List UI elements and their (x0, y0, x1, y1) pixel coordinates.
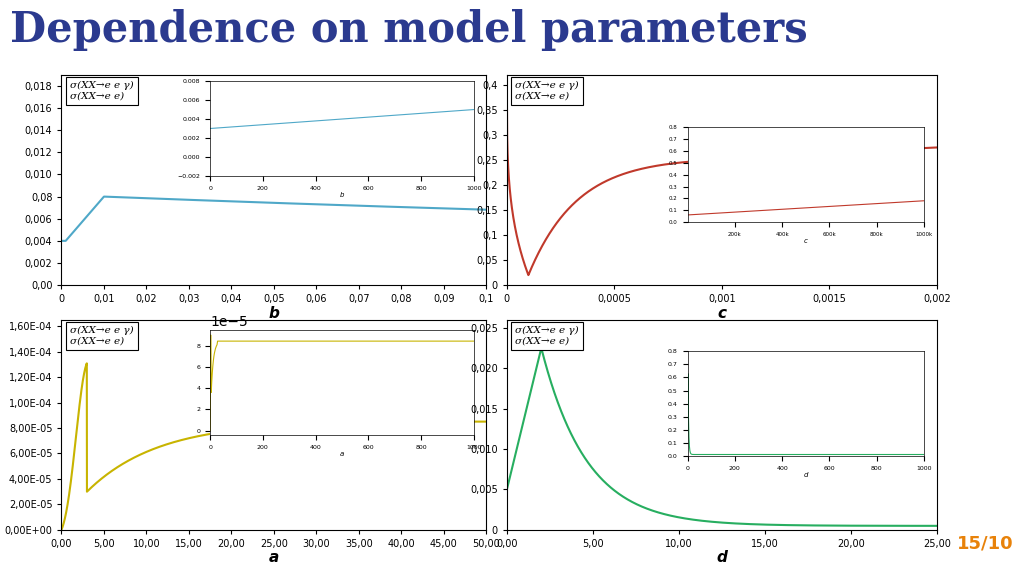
Text: σ(XX→e e γ)
σ(XX→e e): σ(XX→e e γ) σ(XX→e e) (515, 326, 580, 346)
Text: σ(XX→e e γ)
σ(XX→e e): σ(XX→e e γ) σ(XX→e e) (70, 326, 133, 346)
X-axis label: c: c (718, 305, 726, 320)
X-axis label: a: a (268, 550, 280, 565)
X-axis label: b: b (268, 305, 280, 320)
Text: σ(XX→e e γ)
σ(XX→e e): σ(XX→e e γ) σ(XX→e e) (515, 81, 580, 101)
X-axis label: d: d (717, 550, 727, 565)
Text: 15/10: 15/10 (957, 535, 1014, 553)
Text: Dependence on model parameters: Dependence on model parameters (10, 9, 808, 51)
Text: σ(XX→e e γ)
σ(XX→e e): σ(XX→e e γ) σ(XX→e e) (70, 81, 133, 101)
